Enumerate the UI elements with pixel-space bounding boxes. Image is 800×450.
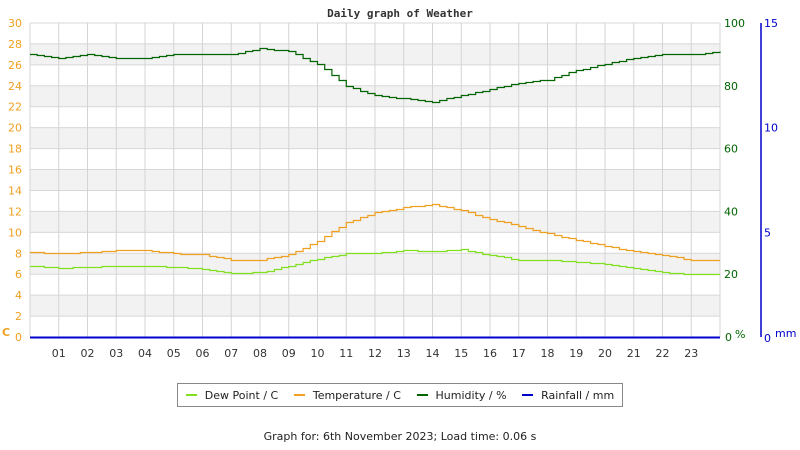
x-tick-label: 11 (339, 347, 353, 360)
y2-tick-label: 100 (724, 17, 745, 30)
x-tick-label: 05 (167, 347, 181, 360)
legend-item-humidity: Humidity / % (416, 388, 507, 402)
y3-axis-unit-label: mm (775, 327, 796, 340)
y-tick-label: 14 (8, 184, 22, 197)
x-tick-label: 18 (541, 347, 555, 360)
x-tick-label: 12 (368, 347, 382, 360)
y-axis-unit-label: C (2, 326, 10, 339)
series-line (30, 248, 720, 276)
y3-tick-label: 5 (764, 226, 771, 239)
y3-tick-label: 15 (764, 17, 778, 30)
legend-item-rainfall: Rainfall / mm (522, 389, 614, 402)
y2-tick-label: 0 (725, 331, 732, 344)
y-tick-label: 30 (8, 17, 22, 30)
legend-label: Dew Point / C (204, 388, 279, 402)
x-tick-label: 06 (196, 347, 210, 360)
x-tick-label: 16 (483, 347, 497, 360)
y-tick-label: 16 (8, 164, 22, 177)
y-tick-label: 22 (8, 101, 22, 114)
x-tick-label: 10 (311, 347, 325, 360)
y3-tick-label: 10 (764, 122, 778, 135)
y-tick-label: 12 (8, 205, 22, 218)
y2-axis-unit-label: % (735, 328, 745, 341)
x-tick-label: 02 (81, 347, 95, 360)
y-tick-label: 18 (8, 143, 22, 156)
x-tick-label: 07 (224, 347, 238, 360)
y3-tick-label: 0 (764, 332, 771, 345)
x-tick-label: 19 (569, 347, 583, 360)
x-tick-label: 15 (454, 347, 468, 360)
legend-swatch (416, 394, 428, 396)
y-tick-label: 6 (15, 268, 22, 281)
legend-item-dew-point: Dew Point / C (185, 388, 279, 402)
x-tick-label: 22 (656, 347, 670, 360)
y-tick-label: 10 (8, 226, 22, 239)
series-line (30, 203, 720, 262)
x-tick-label: 14 (426, 347, 440, 360)
y-tick-label: 26 (8, 59, 22, 72)
y-tick-label: 8 (15, 247, 22, 260)
y2-tick-label: 60 (724, 143, 738, 156)
legend-item-temperature: Temperature / C (293, 388, 401, 402)
chart-title: Daily graph of Weather (327, 7, 473, 20)
legend-swatch (293, 394, 305, 396)
y2-tick-label: 80 (724, 80, 738, 93)
x-tick-label: 08 (253, 347, 267, 360)
x-tick-label: 20 (598, 347, 612, 360)
y-tick-label: 24 (8, 80, 22, 93)
legend-swatch (185, 394, 197, 396)
x-tick-label: 23 (684, 347, 698, 360)
y-tick-label: 4 (15, 289, 22, 302)
series-line (30, 47, 721, 104)
legend: Dew Point / C Temperature / C Humidity /… (177, 383, 623, 407)
x-tick-label: 09 (282, 347, 296, 360)
x-tick-label: 13 (397, 347, 411, 360)
y2-tick-label: 40 (724, 205, 738, 218)
y-tick-label: 28 (8, 38, 22, 51)
y-tick-label: 20 (8, 122, 22, 135)
data-series (30, 47, 721, 339)
legend-swatch (522, 394, 534, 396)
y-tick-label: 0 (15, 331, 22, 344)
legend-label: Temperature / C (312, 388, 401, 402)
footer-status: Graph for: 6th November 2023; Load time:… (263, 430, 537, 443)
x-tick-label: 01 (52, 347, 66, 360)
legend-label: Humidity / % (435, 388, 507, 402)
y2-tick-label: 20 (724, 268, 738, 281)
x-tick-label: 17 (512, 347, 526, 360)
x-tick-label: 21 (627, 347, 641, 360)
x-tick-label: 03 (109, 347, 123, 360)
legend-label: Rainfall / mm (541, 388, 615, 402)
y-tick-label: 2 (15, 310, 22, 323)
x-tick-label: 04 (138, 347, 152, 360)
